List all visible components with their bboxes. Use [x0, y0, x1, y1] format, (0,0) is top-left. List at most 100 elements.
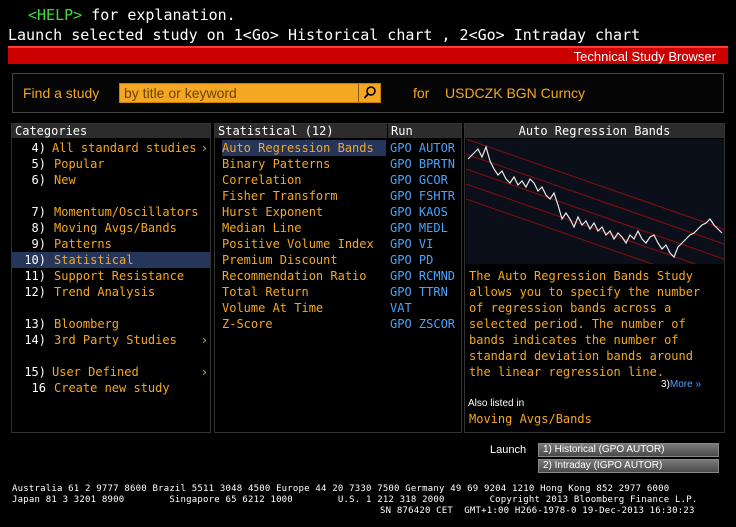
study-row[interactable]: Positive Volume Index GPO VI: [215, 236, 461, 252]
footer-contacts-line2: Japan 81 3 3201 8900 Singapore 65 6212 1…: [12, 495, 698, 505]
category-number: 9): [31, 237, 46, 251]
more-label: More »: [669, 379, 702, 390]
study-row[interactable]: Volume At Time VAT: [215, 300, 461, 316]
search-icon: [363, 86, 376, 99]
chevron-right-icon: ›: [200, 141, 208, 155]
footer-session-line: SN 876420 CET GMT+1:00 H266-1978-0 19-De…: [380, 506, 695, 516]
categories-header: Categories: [12, 124, 210, 138]
categories-panel: Categories 4) All standard studies › 5) Popu…: [11, 123, 211, 433]
study-name[interactable]: Z-Score: [222, 317, 273, 331]
study-row[interactable]: Recommendation Ratio GPO RCMND: [215, 268, 461, 284]
study-detail-panel: Auto Regression Bands The Auto Regressio…: [464, 123, 725, 433]
study-run-command[interactable]: GPO VI: [390, 237, 434, 251]
security-ticker[interactable]: USDCZK BGN Curncy: [445, 85, 586, 101]
historical-launch-button[interactable]: 1) Historical (GPO AUTOR): [538, 443, 719, 457]
title-bar: Technical Study Browser: [8, 46, 728, 64]
study-name[interactable]: Median Line: [222, 221, 302, 235]
study-row[interactable]: Median Line GPO MEDL: [215, 220, 461, 236]
study-run-command[interactable]: GPO MEDL: [390, 221, 448, 235]
study-run-command[interactable]: GPO ZSCOR: [390, 317, 456, 331]
find-label: Find a study: [23, 85, 100, 101]
also-listed-link[interactable]: Moving Avgs/Bands: [469, 412, 592, 426]
study-row[interactable]: Binary Patterns GPO BPRTN: [215, 156, 461, 172]
category-label: Trend Analysis: [54, 285, 156, 299]
help-text: for explanation.: [82, 6, 236, 24]
category-item-trend-analysis[interactable]: 12) Trend Analysis: [12, 284, 210, 300]
search-box[interactable]: [119, 83, 381, 103]
study-row[interactable]: Fisher Transform GPO FSHTR: [215, 188, 461, 204]
category-number: 12): [24, 285, 46, 299]
footer-contacts-line1: Australia 61 2 9777 8600 Brazil 5511 304…: [12, 484, 670, 494]
category-item-statistical[interactable]: 10) Statistical: [12, 252, 210, 268]
study-name[interactable]: Hurst Exponent: [222, 205, 324, 219]
study-row[interactable]: Correlation GPO GCOR: [215, 172, 461, 188]
study-run-command[interactable]: GPO FSHTR: [390, 189, 456, 203]
chevron-right-icon: ›: [200, 365, 208, 379]
category-item-popular[interactable]: 5) Popular: [12, 156, 210, 172]
study-run-command[interactable]: GPO RCMND: [390, 269, 456, 283]
category-label: Bloomberg: [54, 317, 120, 331]
study-run-command[interactable]: GPO PD: [390, 253, 434, 267]
category-item-create-new-study[interactable]: 16 Create new study: [12, 380, 210, 396]
category-label: Create new study: [54, 381, 170, 395]
category-item-support-resistance[interactable]: 11) Support Resistance: [12, 268, 210, 284]
study-preview-chart: [465, 138, 725, 290]
study-run-command[interactable]: GPO TTRN: [390, 285, 448, 299]
intraday-launch-button[interactable]: 2) Intraday (IGPO AUTOR): [538, 459, 719, 473]
study-name[interactable]: Volume At Time: [222, 301, 324, 315]
study-row[interactable]: Total Return GPO TTRN: [215, 284, 461, 300]
search-input[interactable]: [124, 85, 354, 101]
study-row[interactable]: Hurst Exponent GPO KAOS: [215, 204, 461, 220]
search-button[interactable]: [358, 84, 380, 102]
category-number: 7): [31, 205, 46, 219]
launch-label: Launch: [490, 444, 527, 456]
help-line: <HELP> for explanation.: [28, 6, 236, 24]
category-number: 15): [24, 365, 46, 379]
category-item-user-defined[interactable]: 15) User Defined ›: [12, 364, 210, 380]
category-label: 3rd Party Studies: [54, 333, 177, 347]
study-row[interactable]: Z-Score GPO ZSCOR: [215, 316, 461, 332]
study-name[interactable]: Positive Volume Index: [222, 237, 374, 251]
study-run-command[interactable]: GPO GCOR: [390, 173, 448, 187]
category-label: Support Resistance: [54, 269, 185, 283]
category-label: Popular: [54, 157, 105, 171]
category-item-moving-avgs-bands[interactable]: 8) Moving Avgs/Bands: [12, 220, 210, 236]
preview-chart-graphic: [465, 138, 725, 290]
for-label: for: [413, 85, 430, 101]
help-key[interactable]: <HELP>: [28, 6, 83, 24]
study-row[interactable]: Premium Discount GPO PD: [215, 252, 461, 268]
category-label: All standard studies: [52, 141, 197, 155]
study-name[interactable]: Correlation: [222, 173, 302, 187]
category-item-new[interactable]: 6) New: [12, 172, 210, 188]
category-item-all-standard-studies[interactable]: 4) All standard studies ›: [12, 140, 210, 156]
more-link[interactable]: 3)More »: [661, 379, 701, 390]
find-study-panel: Find a study for USDCZK BGN Curncy: [12, 73, 724, 113]
category-number: 10): [24, 253, 46, 267]
category-number: 5): [31, 157, 46, 171]
run-header: Run: [387, 124, 461, 138]
category-number: 13): [24, 317, 46, 331]
study-name[interactable]: Fisher Transform: [222, 189, 338, 203]
study-name[interactable]: Total Return: [222, 285, 309, 299]
category-number: 8): [31, 221, 46, 235]
category-item-3rd-party-studies[interactable]: 14) 3rd Party Studies ›: [12, 332, 210, 348]
category-number: 16: [31, 381, 46, 395]
category-label: Momentum/Oscillators: [54, 205, 199, 219]
category-label: New: [54, 173, 76, 187]
study-name[interactable]: Auto Regression Bands: [222, 140, 386, 156]
study-name[interactable]: Recommendation Ratio: [222, 269, 367, 283]
study-name[interactable]: Binary Patterns: [222, 157, 331, 171]
study-run-command[interactable]: GPO KAOS: [390, 205, 448, 219]
study-row[interactable]: Auto Regression Bands GPO AUTOR: [215, 140, 461, 156]
category-item-momentum-oscillators[interactable]: 7) Momentum/Oscillators: [12, 204, 210, 220]
category-item-patterns[interactable]: 9) Patterns: [12, 236, 210, 252]
study-run-command[interactable]: VAT: [390, 301, 412, 315]
category-number: 6): [31, 173, 46, 187]
study-name[interactable]: Premium Discount: [222, 253, 338, 267]
category-item-bloomberg[interactable]: 13) Bloomberg: [12, 316, 210, 332]
more-number: 3): [661, 379, 670, 390]
study-run-command[interactable]: GPO AUTOR: [390, 141, 456, 155]
category-number: 4): [31, 141, 46, 155]
study-description: The Auto Regression Bands Study allows y…: [469, 269, 701, 379]
study-run-command[interactable]: GPO BPRTN: [390, 157, 456, 171]
